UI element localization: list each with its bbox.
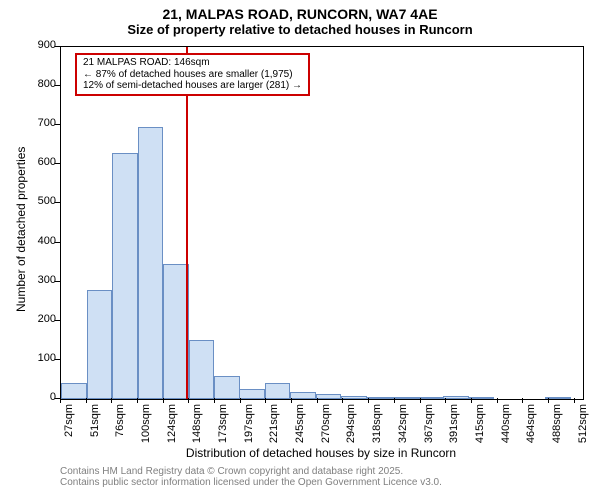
xtick-mark	[188, 398, 189, 403]
annotation-line3: 12% of semi-detached houses are larger (…	[83, 80, 302, 92]
xtick-mark	[548, 398, 549, 403]
xtick-mark	[471, 398, 472, 403]
xtick-label: 270sqm	[320, 404, 332, 454]
ytick-mark	[55, 359, 60, 360]
xtick-label: 342sqm	[397, 404, 409, 454]
ytick-label: 500	[20, 195, 56, 207]
plot-area: 21 MALPAS ROAD: 146sqm ← 87% of detached…	[60, 46, 584, 400]
histogram-bar	[214, 376, 240, 399]
xtick-mark	[420, 398, 421, 403]
histogram-bar	[392, 397, 418, 399]
xtick-mark	[342, 398, 343, 403]
ytick-mark	[55, 163, 60, 164]
histogram-bar	[138, 127, 164, 399]
histogram-bar	[468, 397, 494, 399]
ytick-label: 900	[20, 39, 56, 51]
y-axis-label: Number of detached properties	[14, 147, 28, 312]
xtick-label: 27sqm	[63, 404, 75, 454]
xtick-label: 76sqm	[114, 404, 126, 454]
xtick-label: 245sqm	[294, 404, 306, 454]
histogram-bar	[418, 397, 444, 399]
ytick-label: 0	[20, 391, 56, 403]
xtick-label: 415sqm	[474, 404, 486, 454]
xtick-mark	[265, 398, 266, 403]
xtick-mark	[60, 398, 61, 403]
ytick-mark	[55, 124, 60, 125]
ytick-label: 600	[20, 156, 56, 168]
ytick-label: 400	[20, 235, 56, 247]
annotation-line2: ← 87% of detached houses are smaller (1,…	[83, 69, 302, 81]
xtick-mark	[111, 398, 112, 403]
ytick-mark	[55, 46, 60, 47]
marker-vline	[186, 47, 188, 399]
histogram-bar	[341, 396, 367, 399]
histogram-bar	[265, 383, 291, 399]
ytick-label: 300	[20, 274, 56, 286]
ytick-mark	[55, 242, 60, 243]
xtick-label: 488sqm	[551, 404, 563, 454]
xtick-mark	[163, 398, 164, 403]
xtick-label: 173sqm	[217, 404, 229, 454]
histogram-bar	[189, 340, 215, 399]
ytick-mark	[55, 85, 60, 86]
xtick-label: 391sqm	[448, 404, 460, 454]
histogram-bar	[87, 290, 113, 400]
ytick-label: 100	[20, 352, 56, 364]
xtick-mark	[574, 398, 575, 403]
xtick-label: 440sqm	[500, 404, 512, 454]
histogram-bar	[112, 153, 138, 399]
xtick-mark	[214, 398, 215, 403]
ytick-mark	[55, 320, 60, 321]
xtick-label: 221sqm	[268, 404, 280, 454]
histogram-bar	[61, 383, 87, 399]
chart-footer: Contains HM Land Registry data © Crown c…	[60, 466, 442, 488]
xtick-mark	[497, 398, 498, 403]
footer-line1: Contains HM Land Registry data © Crown c…	[60, 466, 442, 477]
xtick-mark	[86, 398, 87, 403]
xtick-mark	[368, 398, 369, 403]
histogram-bar	[366, 397, 392, 399]
xtick-label: 148sqm	[191, 404, 203, 454]
chart-title-line1: 21, MALPAS ROAD, RUNCORN, WA7 4AE	[0, 0, 600, 22]
ytick-mark	[55, 281, 60, 282]
xtick-label: 367sqm	[423, 404, 435, 454]
xtick-label: 100sqm	[140, 404, 152, 454]
annotation-line1: 21 MALPAS ROAD: 146sqm	[83, 57, 302, 69]
ytick-mark	[55, 202, 60, 203]
xtick-mark	[522, 398, 523, 403]
histogram-bar	[316, 394, 342, 399]
xtick-label: 318sqm	[371, 404, 383, 454]
ytick-label: 700	[20, 117, 56, 129]
histogram-bar	[290, 392, 316, 399]
xtick-label: 51sqm	[89, 404, 101, 454]
footer-line2: Contains public sector information licen…	[60, 477, 442, 488]
histogram-bar	[443, 396, 469, 399]
xtick-mark	[394, 398, 395, 403]
annotation-box: 21 MALPAS ROAD: 146sqm ← 87% of detached…	[75, 53, 310, 96]
chart-container: 21, MALPAS ROAD, RUNCORN, WA7 4AE Size o…	[0, 0, 600, 500]
xtick-mark	[137, 398, 138, 403]
ytick-label: 200	[20, 313, 56, 325]
xtick-mark	[291, 398, 292, 403]
xtick-mark	[445, 398, 446, 403]
xtick-mark	[317, 398, 318, 403]
chart-title-line2: Size of property relative to detached ho…	[0, 22, 600, 41]
xtick-mark	[240, 398, 241, 403]
ytick-label: 800	[20, 78, 56, 90]
xtick-label: 512sqm	[577, 404, 589, 454]
histogram-bar	[239, 389, 265, 399]
xtick-label: 124sqm	[166, 404, 178, 454]
xtick-label: 294sqm	[345, 404, 357, 454]
xtick-label: 197sqm	[243, 404, 255, 454]
xtick-label: 464sqm	[525, 404, 537, 454]
